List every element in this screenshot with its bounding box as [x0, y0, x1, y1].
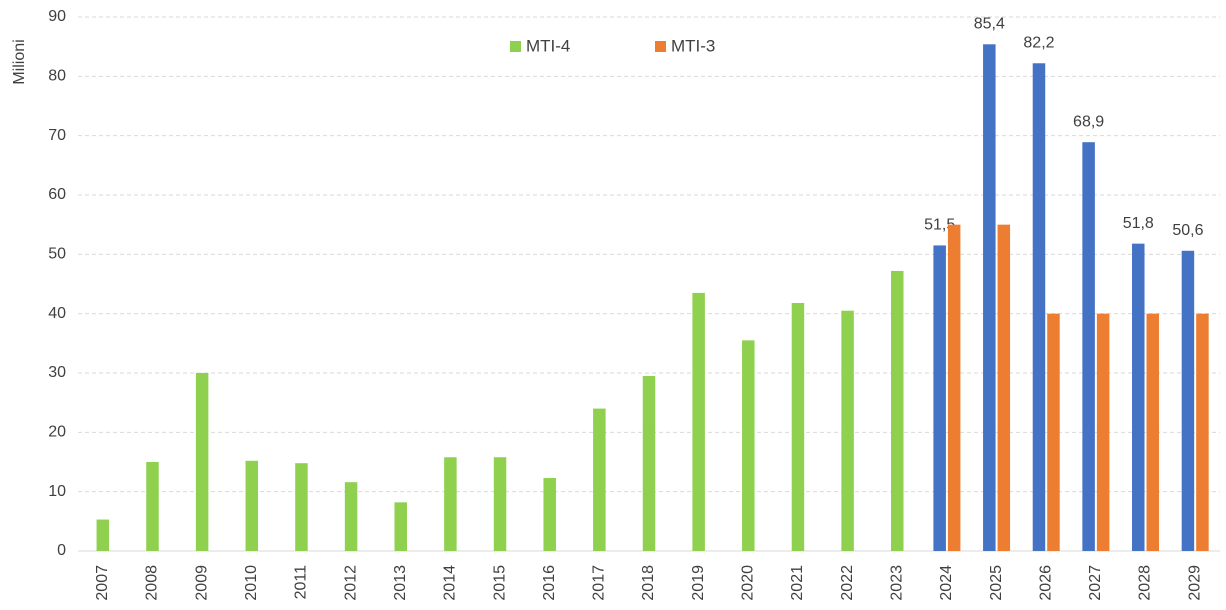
y-tick-label: 10 [48, 483, 66, 500]
bar [841, 310, 854, 551]
legend-label: MTI-4 [526, 36, 570, 55]
bar [997, 224, 1011, 551]
x-tick-label: 2026 [1037, 565, 1054, 601]
x-tick-label: 2014 [442, 565, 459, 601]
y-tick-label: 60 [48, 186, 66, 203]
x-tick-label: 2009 [193, 565, 210, 601]
bar [933, 245, 946, 551]
y-tick-label: 80 [48, 68, 66, 85]
x-tick-label: 2024 [938, 565, 955, 601]
legend-swatch [655, 41, 666, 52]
bar [1047, 313, 1060, 551]
x-tick-label: 2029 [1186, 565, 1203, 601]
bar [1196, 313, 1209, 551]
y-tick-label: 0 [57, 542, 66, 559]
x-tick-label: 2028 [1137, 565, 1154, 601]
y-tick-label: 20 [48, 424, 66, 441]
x-tick-label: 2008 [144, 565, 161, 601]
bar [742, 340, 755, 551]
value-label: 50,6 [1172, 222, 1203, 239]
bar [1096, 313, 1110, 551]
x-tick-label: 2017 [591, 565, 608, 601]
y-axis-label: Milioni [11, 39, 28, 84]
bar [642, 375, 656, 551]
x-tick-label: 2021 [789, 565, 806, 601]
y-tick-label: 70 [48, 127, 66, 144]
bar [1132, 243, 1145, 552]
bar [1032, 63, 1046, 551]
x-tick-label: 2022 [839, 565, 856, 601]
x-tick-label: 2012 [342, 565, 359, 601]
bar [295, 463, 308, 551]
bar [245, 460, 259, 551]
bar [791, 302, 805, 551]
bar [146, 462, 159, 551]
bar [947, 224, 961, 551]
x-tick-label: 2007 [94, 565, 111, 601]
legend-swatch [510, 41, 521, 52]
bar [344, 482, 358, 551]
bar [692, 292, 705, 551]
y-tick-label: 30 [48, 364, 66, 381]
x-tick-label: 2010 [243, 565, 260, 601]
x-tick-label: 2015 [491, 565, 508, 601]
x-tick-label: 2027 [1087, 565, 1104, 601]
value-label: 51,8 [1123, 215, 1154, 232]
y-tick-label: 40 [48, 305, 66, 322]
value-label: 82,2 [1023, 34, 1054, 51]
bar [195, 373, 209, 551]
value-label: 85,4 [974, 16, 1005, 33]
bar [1181, 250, 1195, 552]
bar [96, 519, 110, 551]
value-label: 51,5 [924, 217, 955, 234]
bar [444, 457, 457, 551]
x-tick-label: 2013 [392, 565, 409, 601]
bar [394, 502, 407, 551]
x-tick-label: 2020 [740, 565, 757, 601]
y-tick-label: 50 [48, 246, 66, 263]
x-tick-label: 2016 [541, 565, 558, 601]
x-tick-label: 2018 [640, 565, 657, 601]
bar [1082, 142, 1095, 551]
value-label: 68,9 [1073, 113, 1104, 130]
bar [891, 270, 904, 551]
x-tick-label: 2023 [888, 565, 905, 601]
bar [493, 457, 507, 551]
bar [593, 408, 606, 551]
legend-label: MTI-3 [671, 36, 715, 55]
x-tick-label: 2025 [988, 565, 1005, 601]
x-tick-label: 2019 [690, 565, 707, 601]
bar [543, 478, 556, 551]
x-tick-label: 2011 [293, 565, 310, 600]
bar [1146, 313, 1160, 551]
bar [983, 44, 996, 551]
y-tick-label: 90 [48, 8, 66, 25]
